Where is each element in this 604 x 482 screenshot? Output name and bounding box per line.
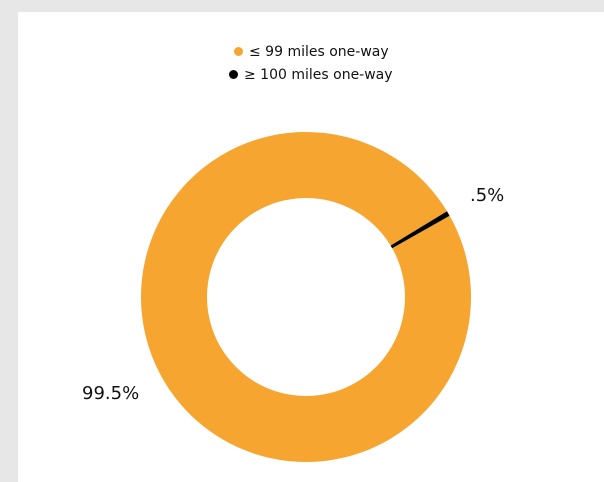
legend-item-short-distance: ≤ 99 miles one-way	[234, 40, 474, 63]
chart-legend: ≤ 99 miles one-way ≥ 100 miles one-way	[229, 40, 474, 86]
data-label-short-distance: 99.5%	[82, 383, 139, 404]
legend-label-short-distance: ≤ 99 miles one-way	[249, 43, 389, 60]
legend-swatch-short-distance	[234, 47, 243, 56]
donut-slice-short-distance	[141, 132, 472, 463]
donut-slice-long-distance	[390, 211, 450, 249]
legend-item-long-distance: ≥ 100 miles one-way	[229, 63, 474, 86]
legend-label-long-distance: ≥ 100 miles one-way	[244, 66, 393, 83]
legend-swatch-long-distance	[229, 70, 238, 79]
data-label-long-distance: .5%	[470, 185, 504, 206]
donut-slices	[141, 132, 472, 463]
